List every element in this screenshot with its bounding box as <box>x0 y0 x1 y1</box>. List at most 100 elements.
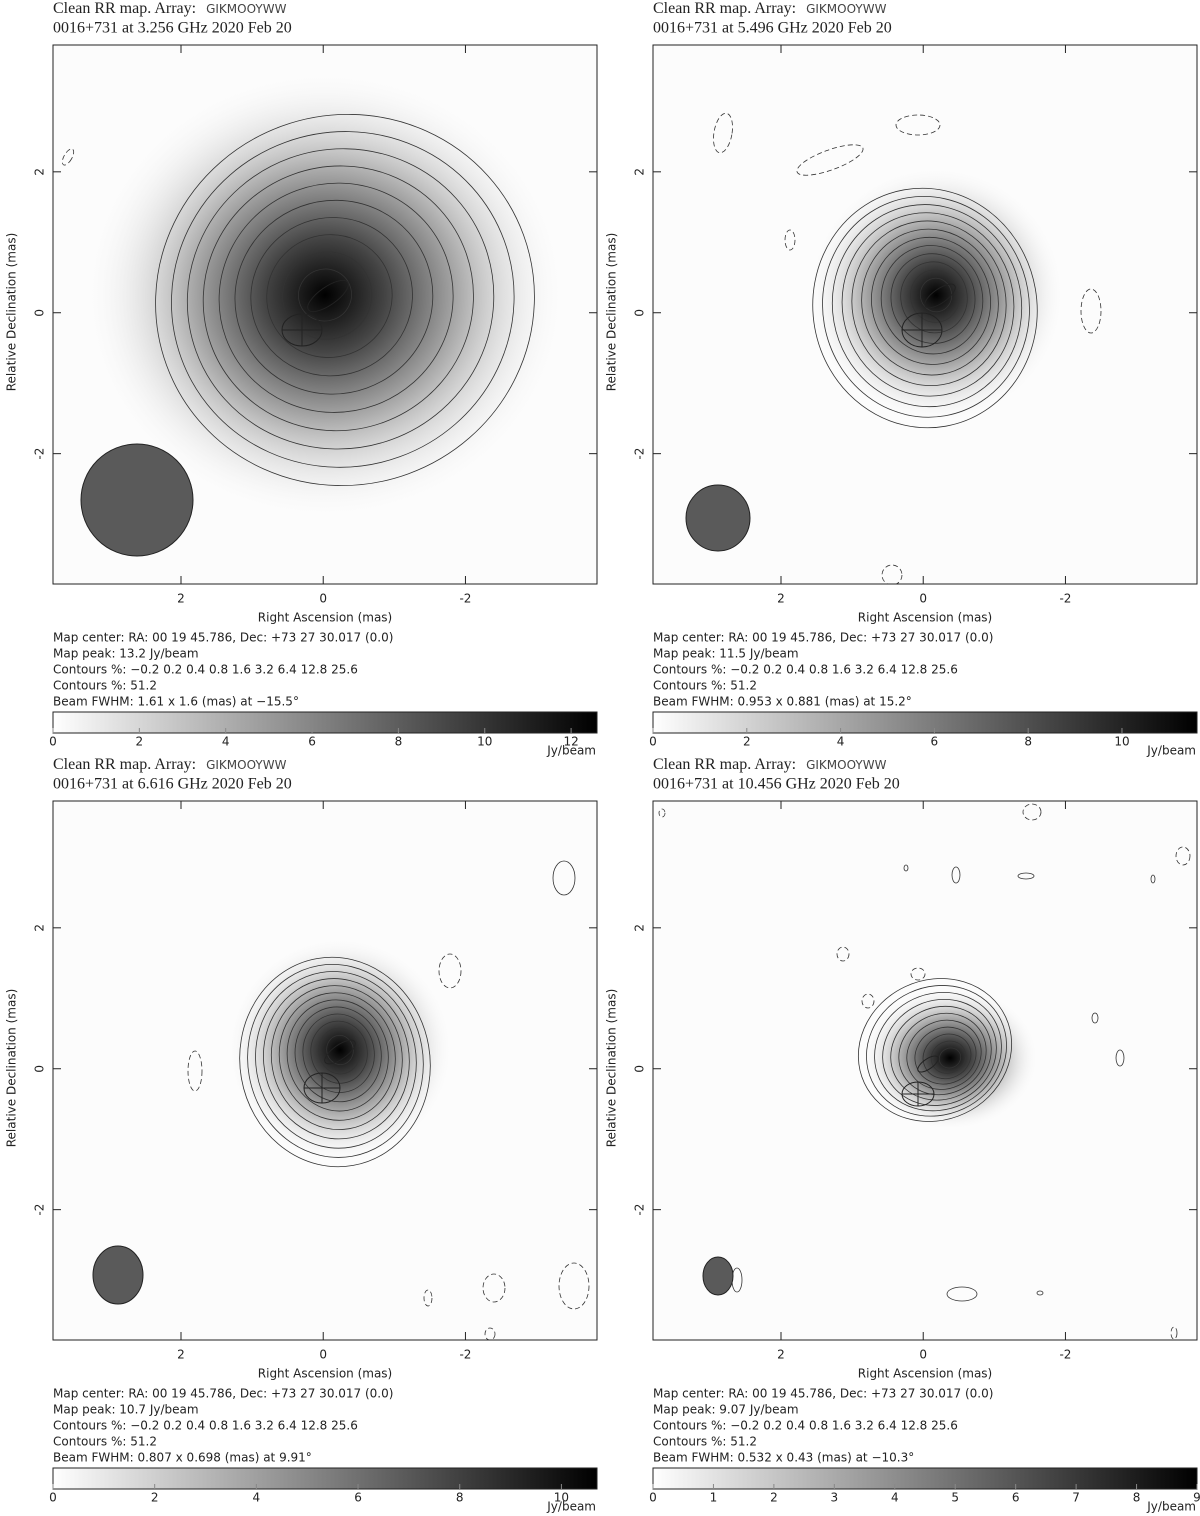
contour <box>919 277 953 313</box>
colorbar-tick-label: 6 <box>931 735 939 749</box>
map-note: Map peak: 11.5 Jy/beam <box>653 647 799 661</box>
contour <box>922 1033 972 1080</box>
map-note: Beam FWHM: 1.61 x 1.6 (mas) at −15.5° <box>53 695 299 709</box>
contour <box>880 245 984 355</box>
title-text: Clean RR map. Array: <box>653 0 796 17</box>
y-tick-label: 0 <box>33 309 47 317</box>
x-tick-label: -2 <box>1059 1348 1071 1362</box>
colorbar-tick-label: 6 <box>354 1491 362 1505</box>
contour <box>250 217 413 377</box>
y-tick-label: -2 <box>633 1204 647 1216</box>
colorbar-tick-label: 2 <box>743 735 751 749</box>
map <box>685 112 1102 584</box>
colorbar-tick-label: 5 <box>951 1491 959 1505</box>
panel: Clean RR map. Array: GIKMOOYWW 0016+731 at… <box>605 0 1198 758</box>
negative-contour <box>836 946 850 962</box>
colorbar-tick-label: 8 <box>395 735 403 749</box>
component <box>324 1039 356 1065</box>
x-tick-label: 0 <box>319 592 327 606</box>
negative-contour <box>784 229 796 251</box>
colorbar <box>52 711 598 734</box>
contour <box>851 220 1007 386</box>
map-note: Map center: RA: 00 19 45.786, Dec: +73 2… <box>53 1387 393 1401</box>
y-tick-label: 2 <box>633 924 647 932</box>
negative-contour <box>910 967 926 981</box>
beam <box>702 1256 734 1296</box>
contour <box>155 114 535 486</box>
colorbar-label: Jy/beam <box>1146 744 1196 758</box>
colorbar-tick-label: 2 <box>770 1491 778 1505</box>
title-text: Clean RR map. Array: <box>653 756 796 773</box>
contour <box>841 212 1015 397</box>
array-text: GIKMOOYWW <box>806 2 886 16</box>
contour <box>900 261 968 334</box>
map <box>658 803 1191 1340</box>
negative-contour <box>558 1262 590 1310</box>
contour <box>946 1286 978 1302</box>
x-tick-label: 2 <box>777 592 785 606</box>
chart-title: Clean RR map. Array: GIKMOOYWW <box>53 756 287 773</box>
colorbar-tick-label: 0 <box>649 1491 657 1505</box>
component <box>924 283 956 309</box>
colorbar-tick-label: 2 <box>136 735 144 749</box>
y-tick-label: 0 <box>33 1065 47 1073</box>
colorbar-tick-label: 8 <box>1024 735 1032 749</box>
contour <box>255 971 417 1149</box>
negative-contour <box>61 148 75 166</box>
contour <box>831 204 1023 408</box>
negative-contour <box>713 112 733 154</box>
colorbar-tick-label: 6 <box>308 735 316 749</box>
colorbar-label: Jy/beam <box>1146 1500 1196 1514</box>
contour <box>906 1019 982 1090</box>
y-axis-label: Relative Declination (mas) <box>605 233 619 392</box>
contour <box>1115 1049 1125 1067</box>
y-tick-label: 0 <box>633 309 647 317</box>
component <box>917 1055 939 1073</box>
colorbar-tick-label: 7 <box>1072 1491 1080 1505</box>
contour <box>247 963 424 1158</box>
plot-frame <box>52 800 598 1341</box>
array-text: GIKMOOYWW <box>206 2 286 16</box>
negative-contour <box>187 1050 203 1092</box>
negative-contour <box>1170 1326 1178 1340</box>
negative-contour <box>861 993 875 1009</box>
title-text: Clean RR map. Array: <box>53 756 196 773</box>
x-tick-label: 0 <box>919 592 927 606</box>
y-tick-label: 2 <box>33 168 47 176</box>
chart-subtitle: 0016+731 at 5.496 GHz 2020 Feb 20 <box>653 20 892 37</box>
colorbar-tick-label: 8 <box>456 1491 464 1505</box>
colorbar <box>652 711 1198 734</box>
contour <box>294 1006 382 1103</box>
negative-contour <box>423 1289 433 1307</box>
colorbar-tick-label: 8 <box>1133 1491 1141 1505</box>
negative-contour <box>658 808 666 818</box>
y-tick-label: 0 <box>633 1065 647 1073</box>
y-axis-label: Relative Declination (mas) <box>5 989 19 1148</box>
chart-title: Clean RR map. Array: GIKMOOYWW <box>53 0 287 17</box>
colorbar-tick-label: 6 <box>1012 1491 1020 1505</box>
y-axis-label: Relative Declination (mas) <box>605 989 619 1148</box>
x-axis-label: Right Ascension (mas) <box>858 1367 992 1381</box>
colorbar-tick-label: 2 <box>151 1491 159 1505</box>
contour <box>898 1012 987 1096</box>
plot-frame <box>652 800 1198 1341</box>
contour <box>812 187 1038 429</box>
negative-contour <box>895 114 941 136</box>
map-note: Map center: RA: 00 19 45.786, Dec: +73 2… <box>653 1387 993 1401</box>
contour <box>951 866 961 884</box>
map <box>92 860 590 1340</box>
colorbar-tick-label: 0 <box>49 1491 57 1505</box>
negative-contour <box>482 1273 506 1303</box>
contour <box>263 978 410 1140</box>
colorbar-label: Jy/beam <box>546 744 596 758</box>
title-text: Clean RR map. Array: <box>53 0 196 17</box>
plot-frame <box>52 44 598 585</box>
map-note: Contours %: 51.2 <box>53 679 157 693</box>
x-tick-label: 2 <box>777 1348 785 1362</box>
map-note: Beam FWHM: 0.807 x 0.698 (mas) at 9.91° <box>53 1451 312 1465</box>
colorbar-tick-label: 10 <box>554 1491 569 1505</box>
map-note: Contours %: −0.2 0.2 0.4 0.8 1.6 3.2 6.4… <box>653 1419 958 1433</box>
contour <box>890 1005 992 1101</box>
x-tick-label: -2 <box>1059 592 1071 606</box>
contour <box>270 985 403 1131</box>
